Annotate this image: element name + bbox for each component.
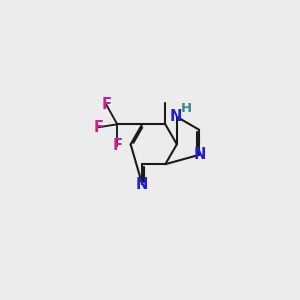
- Text: N: N: [169, 109, 182, 124]
- Text: N: N: [136, 177, 148, 192]
- Text: F: F: [94, 120, 104, 135]
- Text: F: F: [101, 97, 111, 112]
- Text: F: F: [112, 138, 122, 153]
- Text: H: H: [181, 102, 192, 115]
- Text: N: N: [194, 148, 206, 163]
